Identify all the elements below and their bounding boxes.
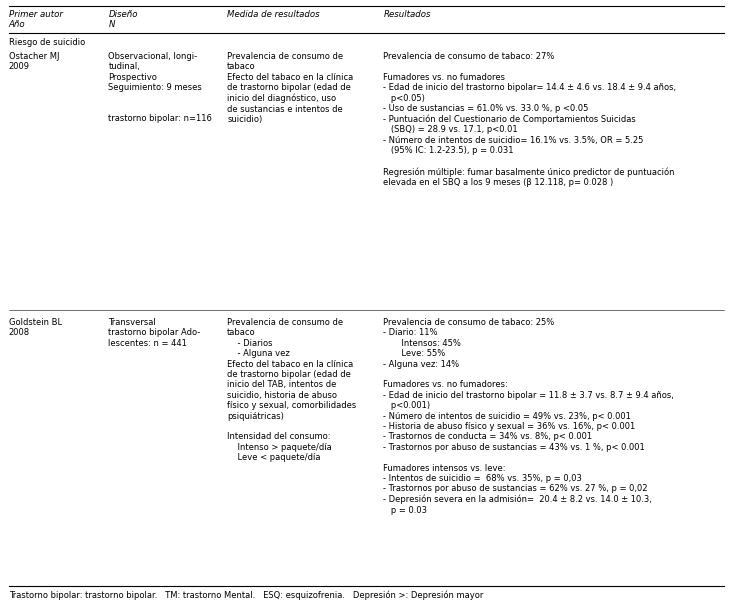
Text: Prevalencia de consumo de tabaco: 25%
- Diario: 11%
       Intensos: 45%
       : Prevalencia de consumo de tabaco: 25% - … bbox=[383, 318, 674, 515]
Text: Diseño
N: Diseño N bbox=[108, 10, 138, 29]
Text: Medida de resultados: Medida de resultados bbox=[227, 10, 320, 19]
Text: Ostacher MJ
2009: Ostacher MJ 2009 bbox=[9, 52, 59, 71]
Text: Trastorno bipolar: trastorno bipolar.   TM: trastorno Mental.   ESQ: esquizofren: Trastorno bipolar: trastorno bipolar. TM… bbox=[9, 590, 483, 599]
Text: Primer autor
Año: Primer autor Año bbox=[9, 10, 62, 29]
Text: Prevalencia de consumo de
tabaco
Efecto del tabaco en la clínica
de trastorno bi: Prevalencia de consumo de tabaco Efecto … bbox=[227, 52, 353, 124]
Text: Resultados: Resultados bbox=[383, 10, 431, 19]
Text: Transversal
trastorno bipolar Ado-
lescentes: n = 441: Transversal trastorno bipolar Ado- lesce… bbox=[108, 318, 201, 348]
Text: Riesgo de suicidio: Riesgo de suicidio bbox=[9, 38, 85, 47]
Text: Goldstein BL
2008: Goldstein BL 2008 bbox=[9, 318, 62, 337]
Text: Prevalencia de consumo de
tabaco
    - Diarios
    - Alguna vez
Efecto del tabac: Prevalencia de consumo de tabaco - Diari… bbox=[227, 318, 356, 462]
Text: Prevalencia de consumo de tabaco: 27%

Fumadores vs. no fumadores
- Edad de inic: Prevalencia de consumo de tabaco: 27% Fu… bbox=[383, 52, 677, 187]
Text: Observacional, longi-
tudinal,
Prospectivo
Seguimiento: 9 meses


trastorno bipo: Observacional, longi- tudinal, Prospecti… bbox=[108, 52, 213, 123]
